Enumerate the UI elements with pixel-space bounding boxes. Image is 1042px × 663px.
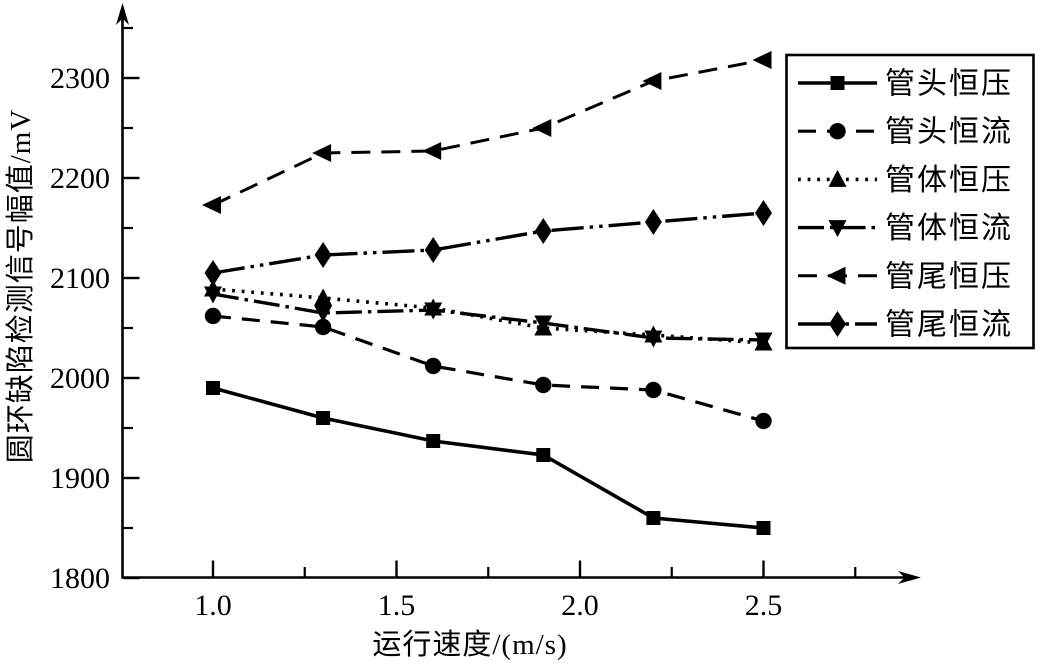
triangle-down-marker-icon <box>534 315 553 333</box>
series-管尾恒流 <box>204 200 772 286</box>
series-line <box>212 211 764 275</box>
legend-item: 管头恒压 <box>798 68 1013 101</box>
legend-item: 管尾恒压 <box>798 260 1013 293</box>
legend-label: 管体恒压 <box>885 164 1013 197</box>
legend-label: 管尾恒压 <box>885 260 1013 293</box>
series-管头恒压 <box>206 381 771 535</box>
diamond-marker-icon <box>644 209 662 235</box>
diamond-marker-icon <box>755 200 772 226</box>
y-tick-label: 2300 <box>50 62 110 95</box>
triangle-left-marker-icon <box>422 142 442 160</box>
square-marker-icon <box>646 511 661 525</box>
triangle-left-marker-icon <box>532 119 552 137</box>
series-line <box>212 292 764 342</box>
series-line <box>212 386 764 530</box>
x-tick-label: 2.0 <box>561 589 599 622</box>
triangle-left-marker-icon <box>642 72 662 90</box>
legend-item: 管头恒流 <box>798 116 1013 149</box>
x-tick-label: 1.0 <box>194 589 232 622</box>
diamond-marker-icon <box>424 237 442 263</box>
y-tick-label: 2100 <box>50 262 110 295</box>
circle-marker-icon <box>535 376 552 394</box>
x-axis-arrow-icon <box>898 571 921 584</box>
circle-marker-icon <box>425 357 442 375</box>
square-marker-icon <box>536 448 551 462</box>
series-管头恒流 <box>204 307 772 430</box>
x-tick-label: 2.5 <box>745 589 783 622</box>
y-axis-arrow-icon <box>116 3 129 25</box>
legend-label: 管体恒流 <box>885 212 1013 245</box>
legend-item: 管体恒流 <box>798 212 1013 245</box>
square-marker-icon <box>830 76 845 90</box>
series-管尾恒压 <box>202 51 772 214</box>
triangle-down-marker-icon <box>644 330 663 348</box>
triangle-down-marker-icon <box>204 286 222 304</box>
triangle-down-marker-icon <box>754 332 773 350</box>
legend-box <box>785 53 1035 350</box>
square-marker-icon <box>756 521 771 535</box>
y-axis-label: 圆环缺陷检测信号幅值/mV <box>5 108 37 464</box>
legend-item: 管尾恒流 <box>798 309 1013 342</box>
y-tick-label: 2000 <box>50 362 110 395</box>
series-管体恒流 <box>204 286 773 350</box>
triangle-down-marker-icon <box>828 220 847 238</box>
diamond-marker-icon <box>204 260 222 286</box>
triangle-left-marker-icon <box>826 266 846 285</box>
diamond-marker-icon <box>534 218 552 244</box>
legend-label: 管头恒流 <box>885 116 1013 149</box>
series-line <box>212 314 764 423</box>
x-axis-label: 运行速度/(m/s) <box>372 629 568 661</box>
triangle-down-marker-icon <box>314 305 333 323</box>
series-line <box>212 58 764 207</box>
triangle-left-marker-icon <box>202 196 221 214</box>
square-marker-icon <box>206 381 220 395</box>
square-marker-icon <box>426 434 441 448</box>
triangle-left-marker-icon <box>312 144 332 162</box>
circle-marker-icon <box>755 412 772 430</box>
triangle-left-marker-icon <box>752 51 772 69</box>
square-marker-icon <box>316 411 331 425</box>
triangle-up-marker-icon <box>314 288 333 306</box>
legend-label: 管头恒压 <box>885 68 1013 101</box>
circle-marker-icon <box>204 307 222 325</box>
legend-item: 管体恒压 <box>798 164 1013 197</box>
series-line <box>212 287 764 345</box>
circle-marker-icon <box>314 318 332 336</box>
circle-marker-icon <box>645 381 662 399</box>
diamond-marker-icon <box>829 311 846 337</box>
circle-marker-icon <box>829 123 846 140</box>
triangle-down-marker-icon <box>424 302 443 320</box>
diamond-marker-icon <box>314 242 332 268</box>
y-tick-label: 2200 <box>50 162 110 195</box>
legend-label: 管尾恒流 <box>885 309 1013 342</box>
y-tick-label: 1900 <box>50 462 110 495</box>
triangle-up-marker-icon <box>828 169 847 187</box>
y-tick-label: 1800 <box>50 562 110 595</box>
x-tick-label: 1.5 <box>378 589 416 622</box>
